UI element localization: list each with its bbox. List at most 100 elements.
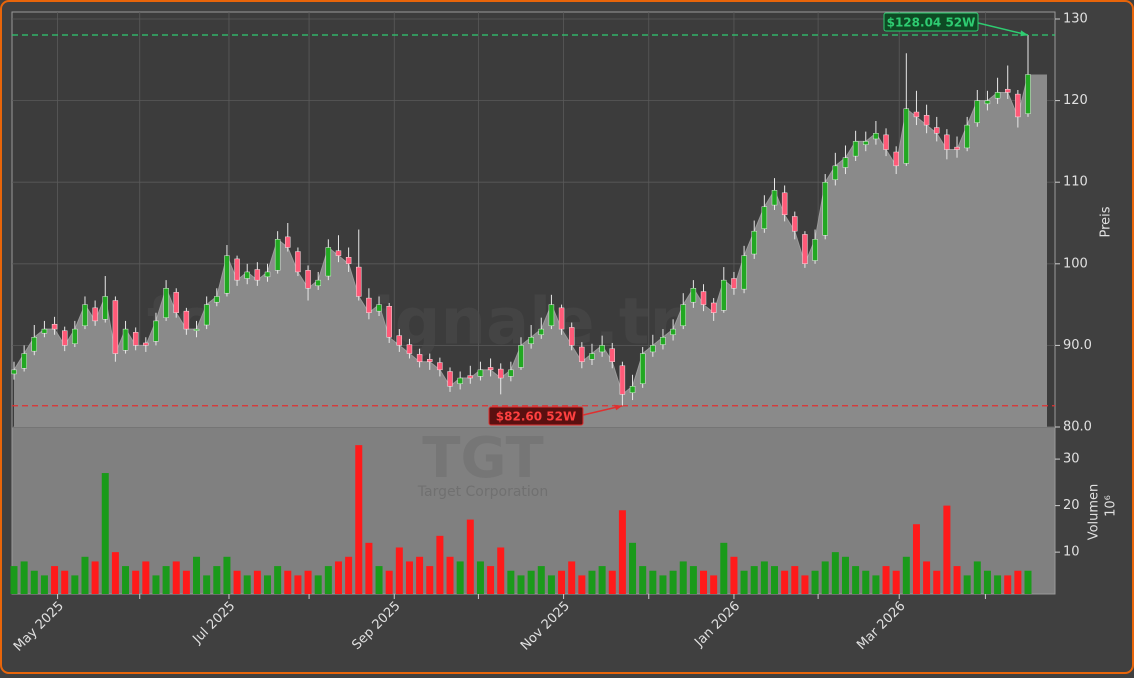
candle-body xyxy=(700,291,707,305)
volume-bar xyxy=(20,561,28,594)
y-tick-label: 130 xyxy=(1063,12,1088,27)
volume-bar xyxy=(91,561,99,594)
candle-body xyxy=(345,257,352,265)
candle-body xyxy=(72,328,78,344)
volume-bar xyxy=(385,570,393,594)
candle-body xyxy=(41,328,48,334)
volume-bar xyxy=(700,570,708,594)
candle-body xyxy=(680,304,686,327)
candle-body xyxy=(315,279,321,287)
candle-body xyxy=(366,297,372,313)
candle-body xyxy=(21,353,27,369)
candle-body xyxy=(863,141,869,145)
volume-bar xyxy=(608,570,616,594)
volume-bar xyxy=(436,535,444,594)
volume-bar xyxy=(902,556,910,594)
candle-body xyxy=(650,345,656,353)
annotation-box xyxy=(488,406,584,426)
volume-bar xyxy=(882,566,890,594)
candle-body xyxy=(528,337,534,344)
candle-body xyxy=(639,353,646,384)
volume-bar xyxy=(122,566,130,594)
candle-body xyxy=(153,320,159,342)
candle-body xyxy=(31,337,37,352)
candle-body xyxy=(1005,88,1011,93)
volume-bar xyxy=(426,566,434,594)
annotation-arrowhead xyxy=(613,404,623,411)
volume-bar xyxy=(233,570,241,594)
candle-body xyxy=(132,332,139,346)
candle-body xyxy=(994,92,1001,99)
candle-body xyxy=(11,369,17,375)
candle-body xyxy=(487,367,494,371)
volume-bar xyxy=(943,505,951,594)
volume-bar xyxy=(811,570,819,594)
volume-bar xyxy=(618,510,626,594)
volume-bar xyxy=(446,556,454,594)
volume-bar xyxy=(669,570,677,594)
y-tick-label: 80.0 xyxy=(1063,420,1092,435)
candle-body xyxy=(82,304,88,327)
candle-body xyxy=(437,362,443,371)
y2-axis-unit: 10⁶ xyxy=(1104,495,1119,517)
volume-bar xyxy=(274,566,282,594)
volume-bar xyxy=(1024,570,1032,594)
candle-body xyxy=(406,344,413,354)
volume-bar xyxy=(740,570,748,594)
candle-body xyxy=(356,266,362,297)
candle-body xyxy=(498,368,504,379)
volume-bar xyxy=(365,542,373,594)
volume-bar xyxy=(963,575,971,594)
candle-body xyxy=(629,386,636,393)
candle-body xyxy=(224,255,230,294)
candle-body xyxy=(822,181,828,236)
candle-body xyxy=(92,307,98,322)
candle-body xyxy=(589,353,595,360)
candle-body xyxy=(771,190,778,206)
volume-bar xyxy=(588,570,596,594)
volume-bar xyxy=(61,570,69,594)
candle-body xyxy=(934,127,940,134)
candle-body xyxy=(102,296,108,320)
volume-bar xyxy=(994,575,1002,594)
candle-body xyxy=(741,255,747,290)
volume-bar xyxy=(395,547,403,594)
y2-axis-label: Volumen xyxy=(1087,484,1102,541)
volume-bar xyxy=(172,561,180,594)
candle-body xyxy=(569,327,575,346)
candle-body xyxy=(518,345,524,368)
candle-body xyxy=(903,108,910,164)
volume-bar xyxy=(659,575,667,594)
annotation-label: $82.60 52W xyxy=(496,410,576,424)
volume-bar xyxy=(821,561,829,594)
volume-bar xyxy=(456,561,464,594)
volume-bar xyxy=(527,570,535,594)
candle-body xyxy=(984,100,991,105)
volume-bar xyxy=(872,575,880,594)
volume-bar xyxy=(639,566,647,594)
candle-body xyxy=(1015,93,1021,118)
volume-bar xyxy=(304,570,312,594)
volume-bar xyxy=(912,524,920,594)
volume-bar xyxy=(314,575,322,594)
volume-bar xyxy=(750,566,758,594)
candle-body xyxy=(427,359,433,362)
candle-body xyxy=(558,307,565,330)
volume-bar xyxy=(193,556,201,594)
candle-body xyxy=(62,330,68,346)
volume-bar xyxy=(81,556,89,594)
volume-bar xyxy=(558,570,566,594)
y-axis-label: Preis xyxy=(1099,206,1114,237)
candle-body xyxy=(457,377,463,384)
volume-bar xyxy=(355,445,363,594)
price-area xyxy=(14,74,1047,427)
volume-bar xyxy=(10,566,18,594)
volume-bar xyxy=(132,570,140,594)
candle-body xyxy=(285,236,291,248)
candle-body xyxy=(193,328,200,331)
candle-body xyxy=(467,375,473,379)
candle-body xyxy=(548,304,555,327)
volume-bar xyxy=(852,566,860,594)
annotation-arrow xyxy=(973,21,1029,36)
